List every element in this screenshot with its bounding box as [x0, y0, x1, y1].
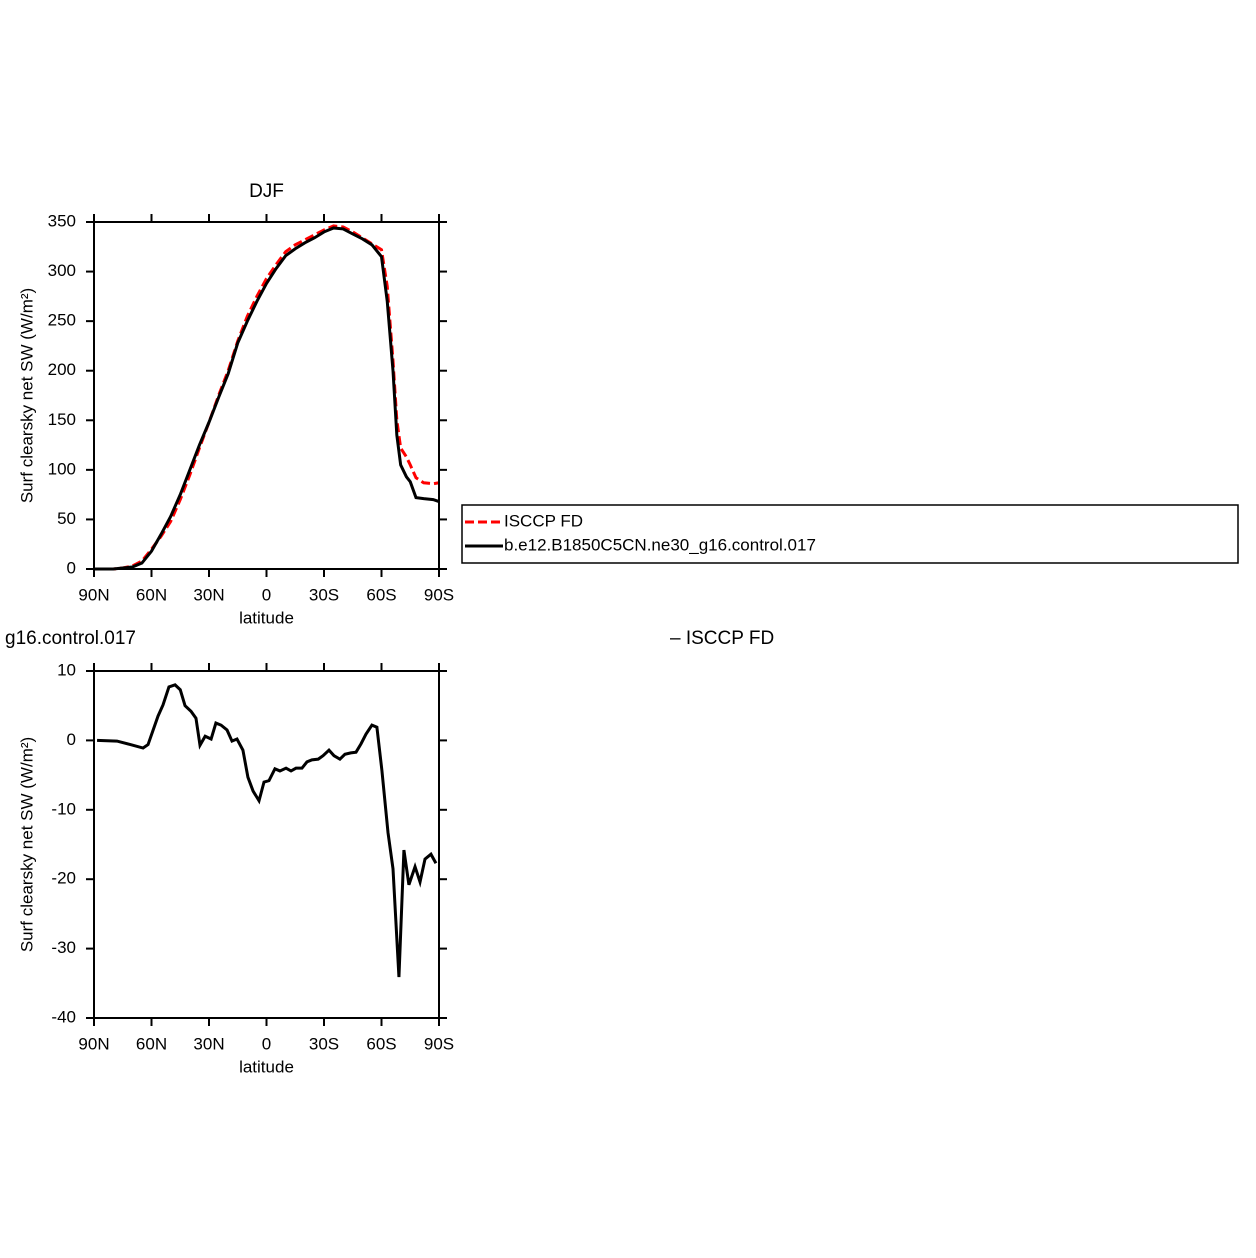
legend-label: b.e12.B1850C5CN.ne30_g16.control.017	[504, 535, 816, 554]
y-tick-label: 250	[48, 311, 76, 330]
y-axis-label: Surf clearsky net SW (W/m²)	[17, 288, 36, 503]
y-tick-label: 0	[67, 730, 76, 749]
line-series	[97, 683, 438, 978]
y-tick-label: 50	[57, 509, 76, 528]
legend: ISCCP FD b.e12.B1850C5CN.ne30_g16.control…	[461, 504, 1239, 564]
y-tick-label: 0	[67, 558, 76, 577]
x-tick-label: 60N	[136, 1034, 167, 1053]
y-tick-label: 300	[48, 261, 76, 280]
chart-title: g16.control.017	[5, 628, 136, 649]
y-axis-label: Surf clearsky net SW (W/m²)	[17, 737, 36, 952]
chart-title: DJF	[249, 181, 284, 202]
x-tick-label: 30N	[193, 1034, 224, 1053]
y-tick-label: -10	[51, 799, 76, 818]
x-tick-label: 30S	[309, 1034, 339, 1053]
x-tick-label: 90S	[424, 1034, 454, 1053]
x-axis-label: latitude	[239, 608, 294, 627]
x-tick-label: 30S	[309, 585, 339, 604]
y-tick-label: 150	[48, 410, 76, 429]
y-tick-label: 350	[48, 211, 76, 230]
x-tick-label: 60N	[136, 585, 167, 604]
y-tick-label: 200	[48, 360, 76, 379]
y-tick-label: -40	[51, 1007, 76, 1026]
x-tick-label: 0	[262, 1034, 271, 1053]
x-tick-label: 60S	[366, 1034, 396, 1053]
line-series	[94, 226, 440, 571]
x-tick-label: 90S	[424, 585, 454, 604]
x-tick-label: 30N	[193, 585, 224, 604]
plot-frame	[93, 221, 440, 570]
y-tick-label: 10	[57, 660, 76, 679]
y-tick-label: -20	[51, 869, 76, 888]
x-tick-label: 0	[262, 585, 271, 604]
legend-label: ISCCP FD	[504, 511, 583, 530]
x-tick-label: 90N	[78, 585, 109, 604]
annotation: – ISCCP FD	[670, 628, 774, 649]
x-tick-label: 90N	[78, 1034, 109, 1053]
plot-frame	[93, 670, 440, 1019]
legend-box	[461, 504, 1239, 564]
line-series	[94, 224, 440, 571]
y-tick-label: -30	[51, 938, 76, 957]
y-tick-label: 100	[48, 459, 76, 478]
x-axis-label: latitude	[239, 1057, 294, 1076]
x-tick-label: 60S	[366, 585, 396, 604]
